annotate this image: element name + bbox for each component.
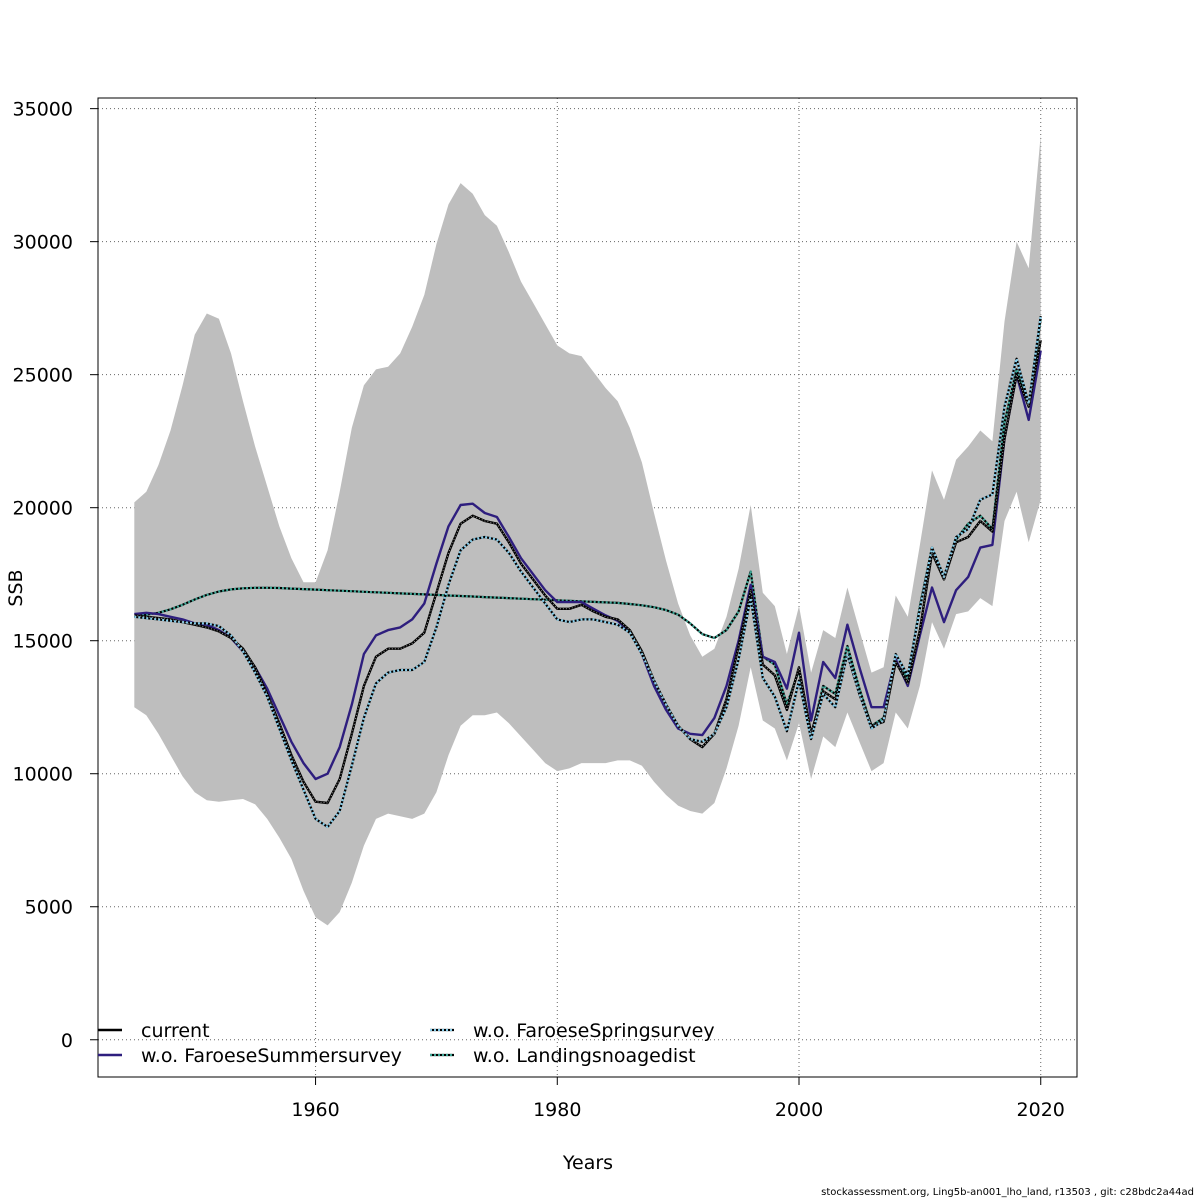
y-tick-label: 25000 bbox=[13, 365, 73, 387]
confidence-band bbox=[134, 135, 1041, 926]
legend-label-w-o-faroesesummersurvey: w.o. FaroeseSummersurvey bbox=[141, 1045, 402, 1067]
legend-label-w-o-landingsnoagedist: w.o. Landingsnoagedist bbox=[473, 1045, 696, 1067]
y-tick-label: 30000 bbox=[13, 232, 73, 254]
y-tick-label: 10000 bbox=[13, 764, 73, 786]
x-tick-label: 1980 bbox=[533, 1099, 581, 1121]
x-tick-label: 2020 bbox=[1017, 1099, 1065, 1121]
legend-label-current: current bbox=[141, 1020, 210, 1042]
series-lines bbox=[134, 315, 1042, 829]
y-tick-label: 20000 bbox=[13, 498, 73, 520]
x-tick-label: 1960 bbox=[291, 1099, 339, 1121]
x-axis-title: Years bbox=[562, 1152, 613, 1174]
y-tick-label: 15000 bbox=[13, 631, 73, 653]
legend: current w.o. FaroeseSummersurvey w.o. Faro… bbox=[98, 1020, 715, 1067]
y-tick-label: 5000 bbox=[25, 897, 73, 919]
footer-credit: stockassessment.org, Ling5b-an001_lho_la… bbox=[821, 1187, 1194, 1198]
legend-label-w-o-faroesespringsurvey: w.o. FaroeseSpringsurvey bbox=[473, 1020, 715, 1042]
series-line-current-dots bbox=[134, 340, 1042, 804]
y-tick-label: 0 bbox=[61, 1030, 73, 1052]
x-tick-label: 2000 bbox=[775, 1099, 823, 1121]
y-axis-title: SSB bbox=[5, 569, 27, 606]
series-line-w-o-faroesespringsurvey bbox=[134, 315, 1042, 829]
axes: 1960 1980 2000 2020 0 5000 10000 15000 20000 2500… bbox=[13, 99, 1065, 1121]
y-tick-label: 35000 bbox=[13, 99, 73, 121]
confidence-band-area bbox=[134, 135, 1041, 926]
plot-frame bbox=[97, 97, 1078, 1078]
